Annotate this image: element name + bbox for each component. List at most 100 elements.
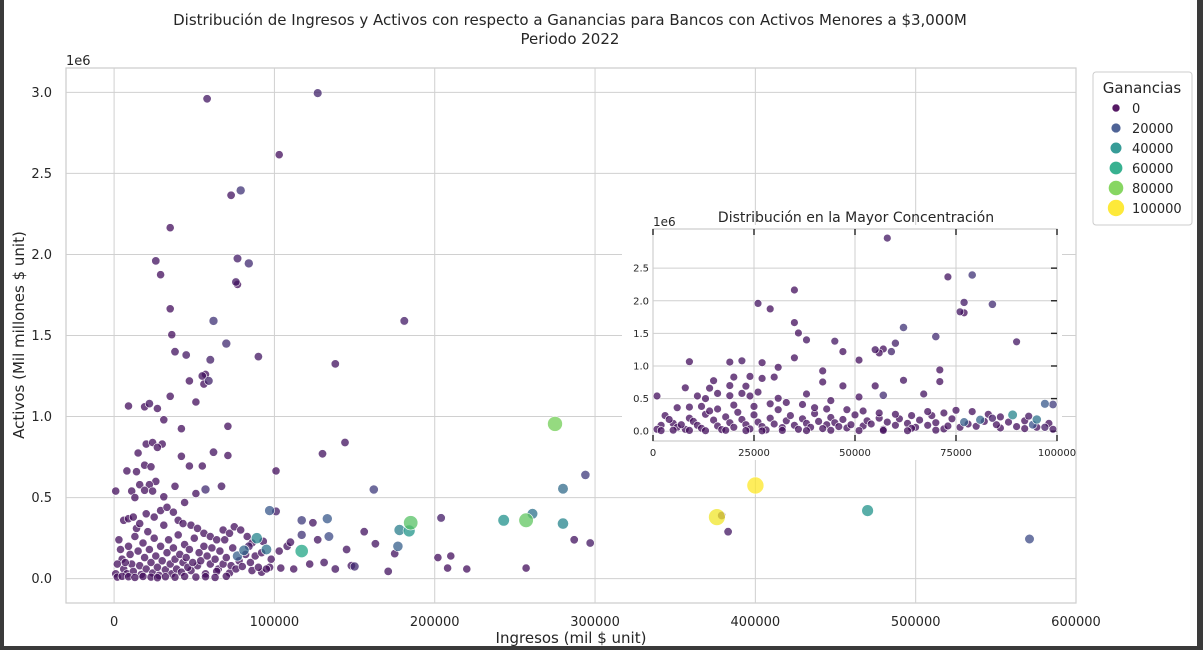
x-tick-label: 300000 <box>570 615 620 630</box>
x-tick-label: 100000 <box>1038 448 1076 459</box>
data-point <box>164 535 173 545</box>
data-point <box>144 399 154 409</box>
data-point <box>313 88 323 98</box>
data-point <box>209 447 219 457</box>
data-point <box>368 484 379 495</box>
inset-title: Distribución en la Mayor Concentración <box>718 210 994 226</box>
data-point <box>818 366 827 376</box>
data-point <box>866 419 876 429</box>
data-point <box>773 405 783 414</box>
data-point <box>693 391 702 401</box>
legend-marker <box>1108 180 1124 196</box>
x-axis-label: Ingresos (mil $ unit) <box>496 629 647 646</box>
data-point <box>668 426 678 435</box>
data-point <box>737 389 747 398</box>
data-point <box>757 426 767 435</box>
data-point <box>294 544 309 558</box>
y-tick-label: 2.5 <box>633 264 649 275</box>
x-tick-label: 400000 <box>731 615 781 630</box>
data-point <box>221 571 231 581</box>
data-point <box>245 558 255 567</box>
data-point <box>138 572 148 581</box>
data-point <box>773 394 783 403</box>
data-point <box>133 546 143 556</box>
data-point <box>992 420 1001 429</box>
data-point <box>146 558 156 567</box>
data-point <box>323 531 335 542</box>
data-point <box>931 426 940 435</box>
y-tick-label: 1.5 <box>31 329 52 344</box>
data-point <box>814 417 823 426</box>
data-point <box>887 347 896 356</box>
data-point <box>737 356 747 365</box>
x-tick-label: 200000 <box>410 615 460 630</box>
data-point <box>160 572 170 582</box>
data-point <box>250 532 263 545</box>
x-tick-label: 500000 <box>891 615 941 630</box>
data-point <box>685 402 694 412</box>
data-point <box>253 562 263 572</box>
legend-marker <box>1107 199 1125 217</box>
data-point <box>191 489 201 498</box>
data-point <box>899 323 908 332</box>
data-point <box>130 493 140 502</box>
data-point <box>210 554 220 564</box>
x-tick-label: 0 <box>110 615 118 630</box>
data-point <box>988 413 997 423</box>
data-point <box>959 417 969 427</box>
data-point <box>899 376 908 385</box>
data-point <box>141 564 151 574</box>
data-point <box>266 554 276 564</box>
data-point <box>705 406 714 416</box>
data-point <box>289 564 299 574</box>
data-point <box>967 407 977 416</box>
data-point <box>798 400 807 409</box>
data-point <box>765 304 775 314</box>
data-point <box>159 415 169 425</box>
legend-label: 0 <box>1132 102 1140 117</box>
data-point <box>436 513 446 523</box>
data-point <box>967 270 977 280</box>
data-point <box>923 407 932 416</box>
data-point <box>135 480 145 490</box>
data-point <box>822 404 831 414</box>
data-point <box>462 564 472 574</box>
legend-label: 80000 <box>1132 182 1173 197</box>
data-point <box>165 391 175 401</box>
data-point <box>1012 337 1021 346</box>
data-point <box>749 410 759 420</box>
data-point <box>790 353 799 362</box>
data-point <box>359 527 369 537</box>
data-point <box>210 573 220 582</box>
data-point <box>1031 414 1042 425</box>
data-point <box>854 426 864 435</box>
data-point <box>708 508 726 526</box>
x-tick-label: 25000 <box>738 448 770 459</box>
main-y-tick-labels: 0.0 0.5 1.0 1.5 2.0 2.5 3.0 <box>31 86 52 587</box>
data-point <box>931 418 940 427</box>
data-point <box>170 572 180 582</box>
data-point <box>681 383 690 392</box>
data-point <box>701 394 710 403</box>
data-point <box>236 525 246 535</box>
data-point <box>725 357 734 367</box>
data-point <box>757 374 767 383</box>
data-point <box>181 350 191 360</box>
data-point <box>264 505 275 516</box>
data-point <box>223 421 233 431</box>
data-point <box>151 551 161 561</box>
data-point <box>935 377 944 386</box>
data-point <box>830 337 839 346</box>
data-point <box>130 573 140 582</box>
data-point <box>253 352 263 362</box>
data-point <box>741 382 751 391</box>
data-point <box>834 422 843 431</box>
data-point <box>235 185 246 196</box>
data-point <box>786 411 795 420</box>
data-point <box>112 559 122 569</box>
legend-marker <box>1109 161 1124 176</box>
main-gridlines <box>66 68 1077 603</box>
data-point <box>201 572 210 582</box>
data-point <box>276 563 286 573</box>
data-point <box>313 535 323 545</box>
